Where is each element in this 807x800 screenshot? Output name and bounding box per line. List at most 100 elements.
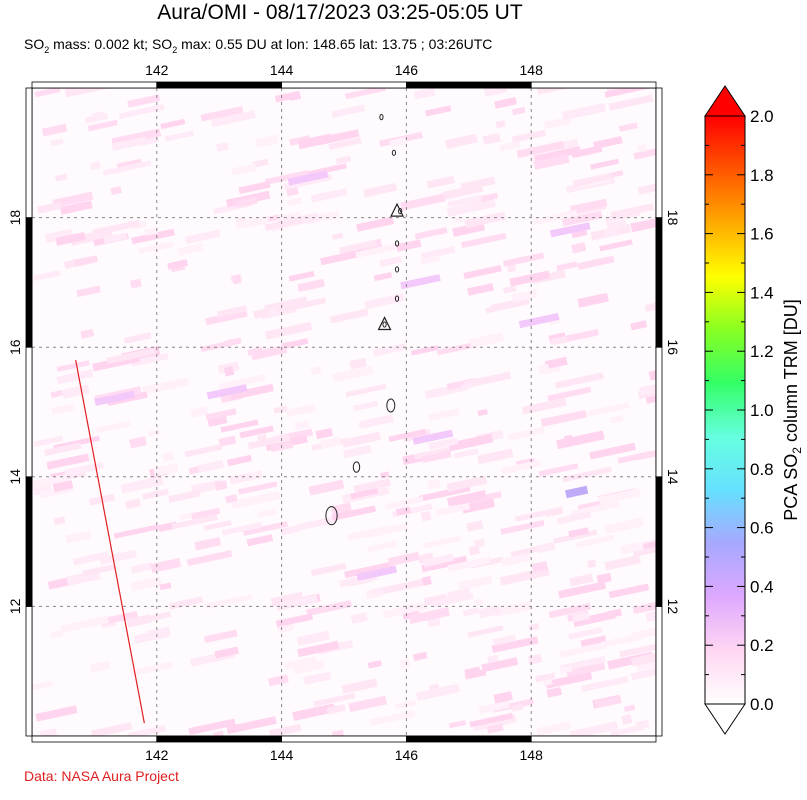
x-tick-label-top: 142 bbox=[145, 62, 169, 78]
so2-cell bbox=[594, 695, 622, 709]
y-tick-label-left: 18 bbox=[7, 210, 23, 226]
island-outline bbox=[352, 461, 361, 473]
so2-cell bbox=[572, 610, 616, 628]
colorbar-tick-label: 0.8 bbox=[750, 460, 774, 479]
colorbar-tick-label: 1.6 bbox=[750, 225, 774, 244]
colorbar-tick-label: 1.4 bbox=[750, 283, 774, 302]
so2-cell bbox=[73, 255, 98, 267]
so2-cell bbox=[103, 232, 128, 244]
so2-cell bbox=[56, 360, 90, 372]
map-grid bbox=[32, 88, 656, 736]
so2-cell bbox=[287, 170, 329, 186]
so2-cell bbox=[310, 562, 347, 577]
frame-bar-left bbox=[25, 346, 33, 478]
colorbar-label-part: PCA SO bbox=[781, 454, 801, 521]
so2-cell bbox=[130, 562, 153, 574]
so2-cell bbox=[331, 104, 366, 119]
so2-cell bbox=[46, 453, 90, 470]
so2-cell bbox=[511, 129, 547, 143]
axis-ticks: 142 142 144 144 146 146 148 148 12 12 14 14 16 16 18 18 bbox=[7, 62, 681, 763]
so2-cell bbox=[384, 496, 424, 510]
so2-cell bbox=[632, 542, 656, 558]
so2-cell bbox=[286, 197, 302, 207]
so2-cell bbox=[423, 593, 448, 606]
so2-cell bbox=[297, 278, 325, 292]
so2-cells bbox=[32, 88, 656, 736]
frame-bar-right bbox=[655, 476, 663, 607]
so2-cell bbox=[593, 136, 623, 150]
so2-cell bbox=[462, 607, 480, 617]
so2-cell bbox=[32, 473, 69, 490]
so2-cell bbox=[568, 527, 590, 538]
so2-cell bbox=[350, 612, 368, 624]
so2-cell bbox=[458, 575, 493, 591]
so2-cell bbox=[420, 510, 432, 522]
so2-cell bbox=[238, 180, 271, 195]
colorbar-tick-label: 0.6 bbox=[750, 519, 774, 538]
frame-bar-right bbox=[655, 87, 663, 219]
so2-cell bbox=[213, 730, 224, 736]
so2-cell bbox=[477, 408, 488, 417]
so2-cell bbox=[596, 572, 612, 584]
so2-cell bbox=[446, 198, 496, 217]
volcano-marker bbox=[390, 202, 405, 217]
so2-cell bbox=[293, 659, 325, 675]
so2-cell bbox=[426, 175, 455, 189]
so2-cell bbox=[220, 419, 259, 433]
so2-cell bbox=[554, 372, 604, 389]
so2-cell bbox=[284, 656, 317, 670]
so2-cell bbox=[55, 173, 68, 182]
so2-cell bbox=[87, 119, 118, 132]
so2-cell bbox=[350, 487, 379, 500]
so2-cell bbox=[257, 508, 277, 518]
colorbar-tick-label: 2.0 bbox=[750, 107, 774, 126]
so2-cell bbox=[512, 107, 526, 116]
so2-cell bbox=[200, 338, 241, 352]
frame-bar-right bbox=[655, 217, 663, 348]
so2-cell bbox=[49, 630, 64, 639]
so2-cell bbox=[379, 256, 403, 267]
so2-cell bbox=[371, 586, 385, 596]
so2-cell bbox=[142, 377, 190, 395]
so2-cell bbox=[188, 718, 236, 736]
colorbar-under-arrow bbox=[704, 703, 746, 735]
so2-cell bbox=[126, 614, 152, 628]
x-tick-label-bottom: 144 bbox=[270, 747, 294, 763]
so2-cell bbox=[332, 232, 344, 241]
so2-cell bbox=[341, 678, 378, 694]
so2-cell bbox=[55, 231, 86, 246]
so2-cell bbox=[556, 261, 578, 272]
so2-cell bbox=[477, 448, 514, 465]
so2-cell bbox=[252, 158, 269, 168]
so2-cell bbox=[90, 161, 101, 171]
so2-cell bbox=[216, 142, 229, 152]
so2-cell bbox=[89, 660, 111, 673]
so2-cell bbox=[610, 724, 645, 736]
frame-bar-left bbox=[25, 217, 33, 348]
so2-cell bbox=[395, 239, 422, 252]
so2-cell bbox=[264, 216, 304, 231]
so2-cell bbox=[623, 704, 636, 712]
so2-cell bbox=[153, 463, 179, 477]
so2-cell bbox=[478, 605, 501, 619]
so2-cell bbox=[538, 364, 550, 375]
so2-cell bbox=[413, 652, 427, 661]
so2-cell bbox=[630, 320, 648, 331]
so2-cell bbox=[91, 722, 133, 736]
so2-cell bbox=[561, 210, 603, 227]
so2-cell bbox=[448, 719, 467, 729]
so2-cell bbox=[364, 293, 405, 310]
so2-cell bbox=[598, 488, 641, 505]
so2-cell bbox=[235, 215, 270, 230]
so2-cell bbox=[550, 335, 568, 345]
coastlines bbox=[75, 114, 405, 724]
so2-cell bbox=[296, 630, 331, 646]
swath-edge-line bbox=[75, 360, 145, 724]
so2-cell bbox=[534, 146, 582, 163]
so2-cell bbox=[288, 270, 315, 282]
so2-cell bbox=[388, 551, 420, 567]
so2-cell bbox=[461, 382, 474, 390]
subtitle-part: max: 0.55 DU at lon: 148.65 lat: 13.75 ;… bbox=[177, 36, 493, 52]
so2-cell bbox=[348, 695, 388, 713]
x-tick-label-bottom: 148 bbox=[520, 747, 544, 763]
